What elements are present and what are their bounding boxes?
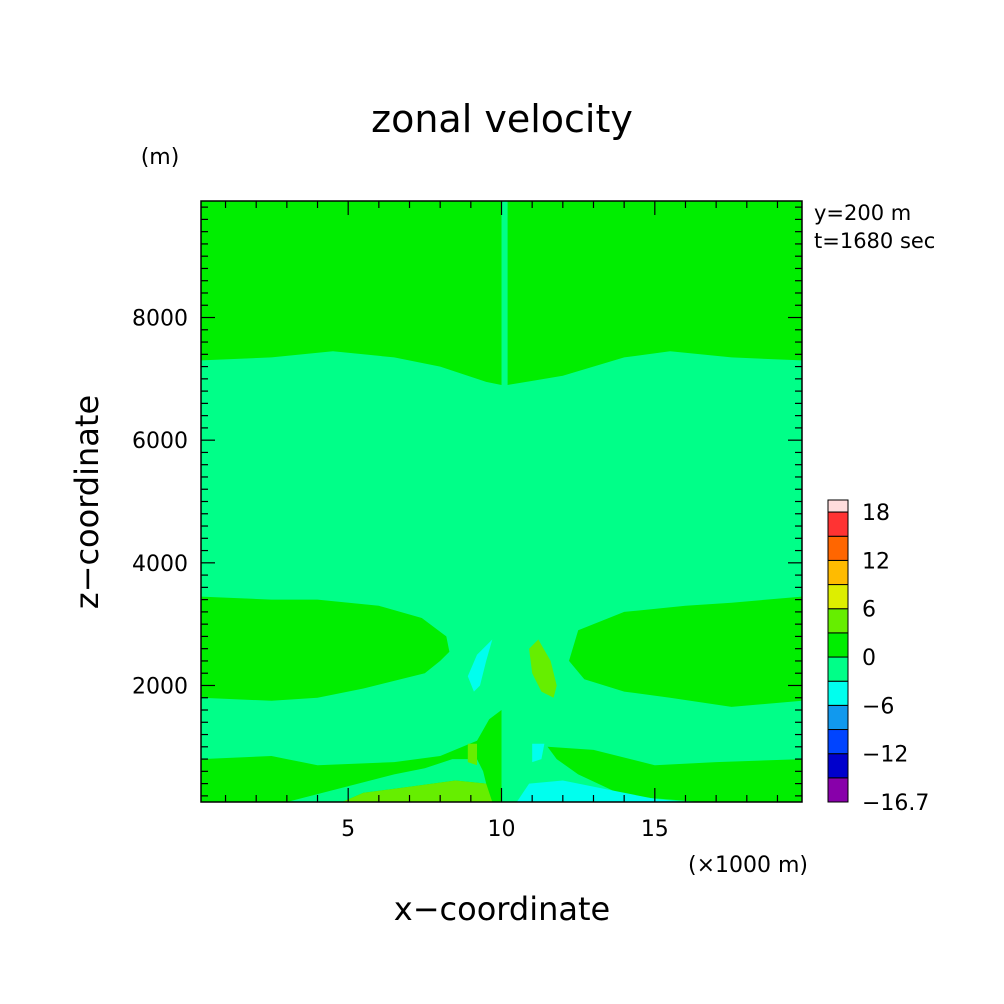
colorbar-bin bbox=[827, 608, 849, 634]
colorbar-bin bbox=[827, 656, 849, 682]
contour-region-4 bbox=[286, 759, 487, 802]
colorbar-label: 0 bbox=[862, 646, 876, 671]
colorbar-bin bbox=[827, 729, 849, 755]
colorbar-cap bbox=[827, 499, 849, 513]
contour-region-7 bbox=[529, 639, 557, 698]
annotation-y: y=200 m bbox=[814, 201, 911, 225]
colorbar-bin bbox=[827, 559, 849, 586]
colorbar-bin bbox=[827, 777, 849, 803]
y-tick-label: 2000 bbox=[132, 674, 188, 699]
colorbar-label: 6 bbox=[862, 598, 876, 623]
contour-region-10 bbox=[516, 780, 686, 802]
axes: 5 10 15 2000 4000 6000 8000 bbox=[132, 201, 802, 842]
x-unit-label: (×1000 m) bbox=[688, 853, 808, 878]
colorbar-bin bbox=[827, 680, 849, 706]
colorbar-label: 12 bbox=[862, 549, 890, 574]
colorbar-label: −16.7 bbox=[862, 791, 929, 816]
annotation-t: t=1680 sec bbox=[814, 229, 935, 253]
colorbar-label: 18 bbox=[862, 501, 890, 526]
x-tick-label: 5 bbox=[341, 817, 355, 842]
y-tick-label: 6000 bbox=[132, 429, 188, 454]
y-tick-label: 8000 bbox=[132, 307, 188, 332]
colorbar-bin bbox=[827, 704, 849, 731]
contour-region-9 bbox=[532, 743, 545, 763]
contour-region-5 bbox=[342, 780, 493, 802]
chart-title: zonal velocity bbox=[371, 97, 633, 141]
y-unit-label: (m) bbox=[141, 145, 180, 170]
colorbar-label: −6 bbox=[862, 694, 894, 719]
contour-region-0 bbox=[201, 201, 502, 385]
colorbar-bin bbox=[827, 535, 849, 561]
colorbar-bin bbox=[827, 753, 849, 779]
y-tick-label: 4000 bbox=[132, 552, 188, 577]
contour-region-8 bbox=[467, 639, 493, 692]
contour-region-2 bbox=[201, 596, 450, 701]
x-tick-label: 15 bbox=[641, 817, 669, 842]
velocity-field bbox=[201, 201, 802, 802]
x-axis-label: x−coordinate bbox=[394, 890, 610, 928]
y-axis-label: z−coordinate bbox=[68, 395, 106, 609]
colorbar-bin bbox=[827, 584, 849, 610]
colorbar-bin bbox=[827, 511, 849, 537]
contour-region-6 bbox=[467, 743, 477, 766]
colorbar-bin bbox=[827, 632, 849, 658]
colorbar: −16.7 −12 −6 0 6 12 18 bbox=[827, 499, 929, 816]
x-tick-label: 10 bbox=[488, 817, 516, 842]
contour-region-1 bbox=[507, 201, 802, 802]
colorbar-label: −12 bbox=[862, 743, 908, 768]
